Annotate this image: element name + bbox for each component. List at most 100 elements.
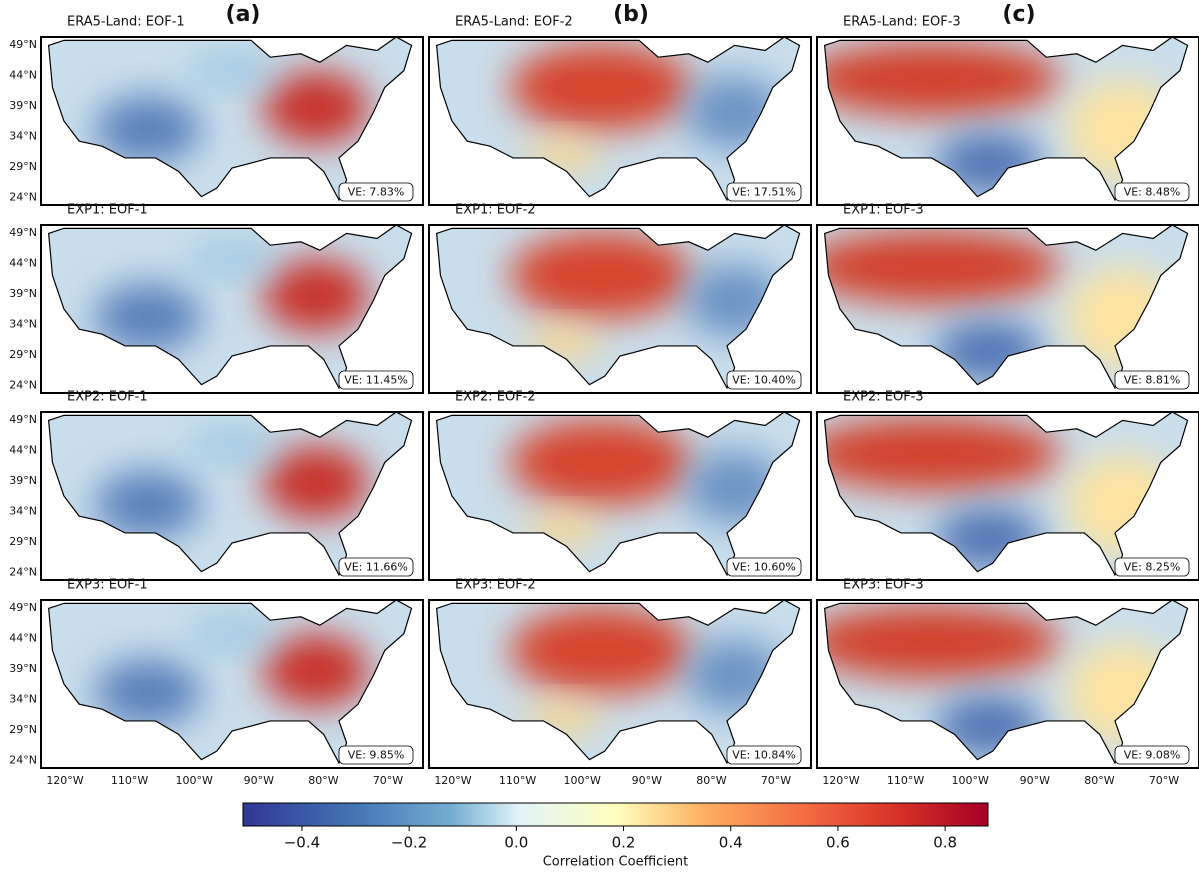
lat-label: 29°N bbox=[9, 160, 37, 173]
field-blob bbox=[262, 70, 370, 145]
coastline bbox=[47, 224, 413, 390]
field-blob bbox=[94, 283, 202, 351]
field-blob bbox=[94, 658, 202, 727]
field-blob bbox=[262, 258, 370, 333]
ve-label: VE: 10.60% bbox=[732, 561, 796, 574]
lat-label: 44°N bbox=[9, 632, 37, 645]
lat-label: 49°N bbox=[9, 226, 37, 239]
panel-frame bbox=[428, 224, 812, 394]
lat-label: 39°N bbox=[9, 474, 37, 487]
panel-frame bbox=[40, 36, 424, 206]
ve-label: VE: 8.48% bbox=[1124, 186, 1181, 199]
lon-label: 90°W bbox=[244, 774, 274, 787]
panel-frame bbox=[428, 36, 812, 206]
panel-title: EXP3: EOF-3 bbox=[843, 578, 924, 593]
lon-label: 80°W bbox=[696, 774, 726, 787]
map-panel bbox=[816, 224, 1199, 394]
ve-box bbox=[1114, 557, 1190, 577]
ve-box bbox=[726, 182, 802, 202]
coastline bbox=[47, 36, 413, 202]
panel-letter: (b) bbox=[613, 2, 649, 27]
lat-label: 39°N bbox=[9, 99, 37, 112]
coastline bbox=[823, 224, 1189, 390]
colorbar-tick-label: 0.2 bbox=[612, 834, 636, 852]
panel-title: ERA5-Land: EOF-1 bbox=[67, 15, 185, 30]
lon-label: 120°W bbox=[46, 774, 83, 787]
lon-label: 120°W bbox=[434, 774, 471, 787]
lat-label: 39°N bbox=[9, 662, 37, 675]
lon-label: 70°W bbox=[761, 774, 791, 787]
ve-box bbox=[338, 370, 414, 390]
lat-label: 49°N bbox=[9, 601, 37, 614]
lat-label: 34°N bbox=[9, 130, 37, 143]
panel-frame bbox=[816, 599, 1199, 769]
field-blob bbox=[94, 95, 202, 163]
ve-box bbox=[338, 182, 414, 202]
map-panel bbox=[816, 599, 1199, 769]
ve-box bbox=[338, 557, 414, 577]
lat-label: 24°N bbox=[9, 566, 37, 579]
field-blob bbox=[262, 633, 370, 708]
lon-label: 110°W bbox=[111, 774, 148, 787]
panel-frame bbox=[428, 599, 812, 769]
colorbar-tick-label: 0.4 bbox=[719, 834, 743, 852]
lat-label: 24°N bbox=[9, 191, 37, 204]
field-blob bbox=[824, 230, 1062, 304]
lat-label: 44°N bbox=[9, 69, 37, 82]
panel-frame bbox=[816, 411, 1199, 581]
colorbar-tick-label: −0.2 bbox=[391, 834, 427, 852]
panel-title: EXP3: EOF-2 bbox=[455, 578, 536, 593]
ve-box bbox=[1114, 370, 1190, 390]
lat-label: 24°N bbox=[9, 754, 37, 767]
ve-label: VE: 10.40% bbox=[732, 374, 796, 387]
map-panel bbox=[40, 411, 424, 581]
panel-letter: (c) bbox=[1002, 2, 1035, 27]
field-blob bbox=[824, 605, 1062, 679]
map-panel bbox=[428, 411, 812, 581]
colorbar-label: Correlation Coefficient bbox=[543, 855, 689, 870]
colorbar-tick-label: 0.8 bbox=[933, 834, 957, 852]
panel-title: EXP2: EOF-1 bbox=[67, 390, 148, 405]
lat-label: 39°N bbox=[9, 287, 37, 300]
panel-title: ERA5-Land: EOF-2 bbox=[455, 15, 573, 30]
ve-label: VE: 9.85% bbox=[348, 749, 405, 762]
ve-label: VE: 11.66% bbox=[344, 561, 408, 574]
map-panel bbox=[816, 411, 1199, 581]
colorbar-tick-label: −0.4 bbox=[284, 834, 320, 852]
coastline bbox=[823, 411, 1189, 577]
ve-box bbox=[1114, 745, 1190, 765]
lat-label: 29°N bbox=[9, 348, 37, 361]
field-blob bbox=[824, 417, 1062, 491]
field-blob bbox=[824, 42, 1062, 116]
lon-label: 80°W bbox=[308, 774, 338, 787]
ve-label: VE: 7.83% bbox=[348, 186, 405, 199]
lon-label: 90°W bbox=[1020, 774, 1050, 787]
field-blob bbox=[509, 231, 693, 320]
panel-title: EXP2: EOF-2 bbox=[455, 390, 536, 405]
panel-title: EXP3: EOF-1 bbox=[67, 578, 148, 593]
lat-label: 44°N bbox=[9, 257, 37, 270]
coastline bbox=[823, 36, 1189, 202]
field-blob bbox=[186, 241, 278, 276]
panel-title: EXP1: EOF-2 bbox=[455, 203, 536, 218]
map-panel bbox=[816, 36, 1199, 206]
ve-box bbox=[726, 745, 802, 765]
lat-label: 29°N bbox=[9, 723, 37, 736]
ve-box bbox=[726, 370, 802, 390]
lon-label: 110°W bbox=[887, 774, 924, 787]
coastline bbox=[435, 224, 801, 390]
field-blob bbox=[94, 470, 202, 538]
lat-label: 34°N bbox=[9, 505, 37, 518]
ve-box bbox=[338, 745, 414, 765]
panel-frame bbox=[40, 599, 424, 769]
ve-box bbox=[726, 557, 802, 577]
ve-box bbox=[1114, 182, 1190, 202]
field-blob bbox=[509, 418, 693, 507]
coastline bbox=[47, 411, 413, 577]
field-blob bbox=[186, 616, 278, 651]
panel-frame bbox=[428, 411, 812, 581]
lon-label: 80°W bbox=[1084, 774, 1114, 787]
lon-label: 70°W bbox=[1149, 774, 1179, 787]
lon-label: 100°W bbox=[564, 774, 601, 787]
map-panel bbox=[40, 36, 424, 206]
